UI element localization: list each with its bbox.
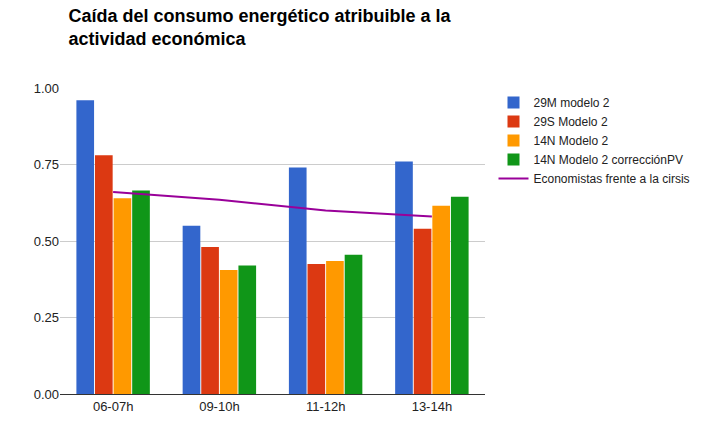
svg-text:06-07h: 06-07h xyxy=(93,399,133,414)
svg-text:14N Modelo 2: 14N Modelo 2 xyxy=(534,134,609,148)
svg-text:0.25: 0.25 xyxy=(34,310,59,325)
svg-text:11-12h: 11-12h xyxy=(306,399,346,414)
svg-text:13-14h: 13-14h xyxy=(412,399,452,414)
svg-text:Economistas frente a la cirsis: Economistas frente a la cirsis xyxy=(534,172,690,186)
svg-text:09-10h: 09-10h xyxy=(199,399,239,414)
svg-text:29S Modelo 2: 29S Modelo 2 xyxy=(534,115,608,129)
svg-text:0.50: 0.50 xyxy=(34,234,59,249)
svg-text:29M modelo 2: 29M modelo 2 xyxy=(534,96,610,110)
svg-text:1.00: 1.00 xyxy=(34,81,59,96)
svg-text:0.75: 0.75 xyxy=(34,157,59,172)
svg-text:0.00: 0.00 xyxy=(34,387,59,402)
svg-text:Caída del consumo energético a: Caída del consumo energético atribuible … xyxy=(69,6,452,49)
svg-text:14N Modelo 2 correcciónPV: 14N Modelo 2 correcciónPV xyxy=(534,153,683,167)
